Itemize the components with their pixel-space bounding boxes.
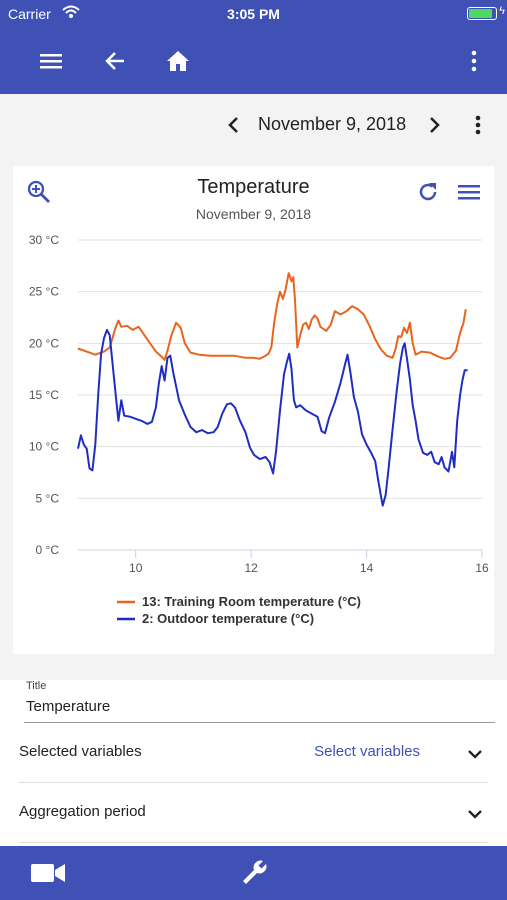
selected-variables-row[interactable]: Selected variables Select variables (19, 723, 488, 783)
next-date-icon[interactable] (423, 114, 445, 136)
status-time: 3:05 PM (227, 6, 280, 22)
y-tick-label: 0 °C (36, 543, 60, 557)
chart-settings-form: Title Temperature Selected variables Sel… (0, 680, 507, 846)
menu-icon[interactable] (35, 45, 67, 77)
more-vert-icon[interactable] (458, 45, 490, 77)
date-navigation: November 9, 2018 (0, 94, 507, 154)
select-variables-link[interactable]: Select variables (314, 743, 420, 760)
selected-variables-label: Selected variables (19, 743, 142, 760)
previous-date-icon[interactable] (223, 114, 245, 136)
chart-menu-icon[interactable] (457, 183, 481, 208)
aggregation-period-label: Aggregation period (19, 803, 146, 820)
legend-label: 2: Outdoor temperature (°C) (142, 611, 314, 626)
x-tick-label: 10 (129, 561, 143, 575)
y-tick-label: 15 °C (29, 388, 59, 402)
home-icon[interactable] (162, 45, 194, 77)
bottom-toolbar (0, 846, 507, 900)
status-bar: Carrier 3:05 PM ϟ (0, 0, 507, 28)
y-tick-label: 30 °C (29, 233, 59, 247)
battery-icon (467, 7, 497, 20)
title-field-label: Title (26, 680, 47, 692)
x-tick-label: 14 (360, 561, 374, 575)
y-tick-label: 20 °C (29, 336, 59, 350)
battery-level (469, 9, 493, 18)
back-arrow-icon[interactable] (99, 45, 131, 77)
refresh-icon[interactable] (416, 180, 440, 209)
current-date[interactable]: November 9, 2018 (258, 114, 407, 134)
x-tick-label: 12 (244, 561, 258, 575)
aggregation-period-row[interactable]: Aggregation period (19, 783, 488, 843)
series-line-1 (77, 272, 467, 361)
chevron-down-icon[interactable] (466, 805, 484, 823)
chart-card: Temperature November 9, 2018 0 °C 5 °C 10 … (13, 166, 494, 654)
title-input[interactable]: Temperature (26, 698, 111, 715)
wrench-icon[interactable] (236, 856, 272, 890)
chart-subtitle: November 9, 2018 (195, 206, 312, 222)
video-camera-icon[interactable] (30, 856, 66, 890)
legend-label: 13: Training Room temperature (°C) (142, 594, 361, 609)
charging-icon: ϟ (499, 5, 505, 17)
chart-title: Temperature (197, 176, 310, 198)
temperature-line-chart: 0 °C 5 °C 10 °C 15 °C 20 °C 25 °C 30 °C 10 12 14 1… (29, 233, 489, 626)
title-input-underline (24, 722, 495, 723)
y-tick-label: 25 °C (29, 285, 59, 299)
chevron-down-icon[interactable] (466, 745, 484, 763)
carrier-label: Carrier (8, 6, 51, 22)
y-tick-label: 10 °C (29, 440, 59, 454)
app-bar (0, 28, 507, 94)
zoom-in-icon[interactable] (27, 180, 51, 209)
date-more-vert-icon[interactable] (473, 114, 495, 136)
wifi-icon (62, 4, 80, 23)
x-tick-label: 16 (475, 561, 489, 575)
y-tick-label: 5 °C (36, 491, 60, 505)
series-line-2 (77, 328, 468, 507)
